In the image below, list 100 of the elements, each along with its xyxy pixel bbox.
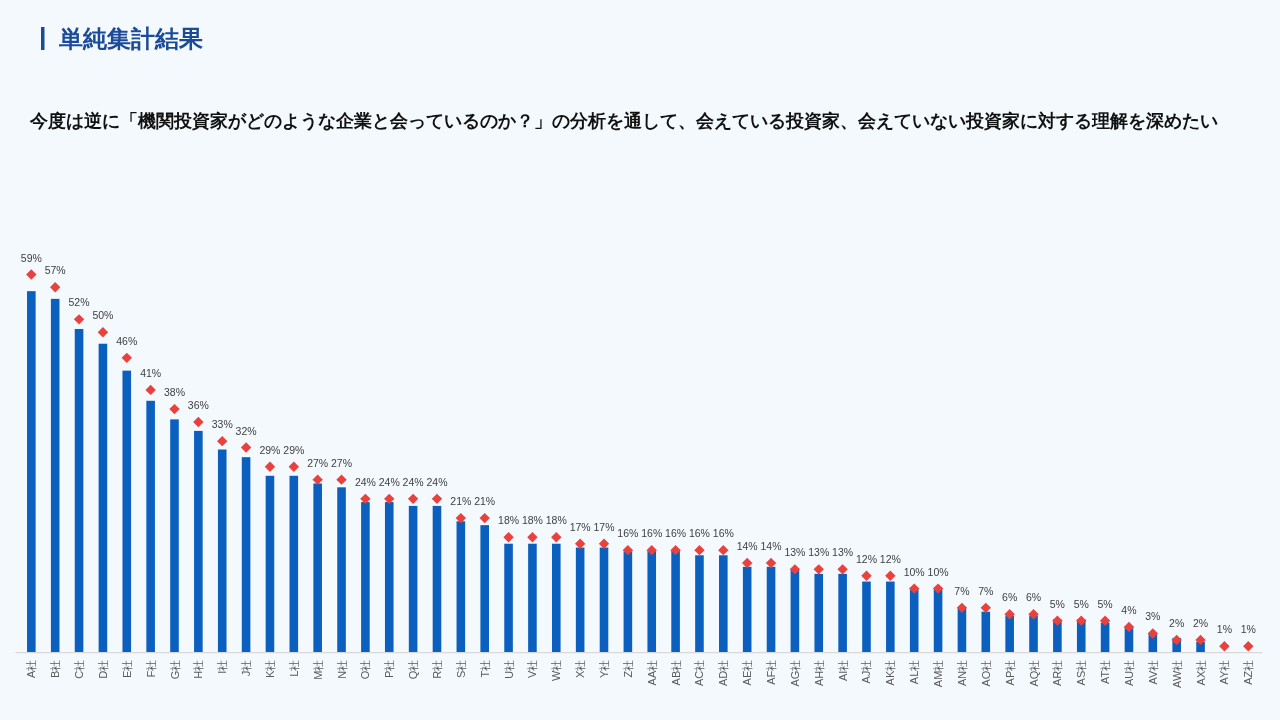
point bbox=[1004, 609, 1015, 620]
x-tick-label: AW社 bbox=[1170, 659, 1183, 689]
bar bbox=[528, 543, 537, 653]
bar bbox=[480, 525, 489, 653]
bar bbox=[599, 547, 609, 653]
data-label: 14% bbox=[760, 539, 782, 552]
x-tick-label: AS社 bbox=[1075, 659, 1088, 686]
data-label: 10% bbox=[903, 565, 925, 578]
bar bbox=[146, 400, 155, 653]
bar bbox=[1029, 615, 1038, 653]
x-tick-label: Q社 bbox=[407, 659, 420, 680]
x-tick-label: X社 bbox=[574, 659, 587, 679]
x-tick-label: S社 bbox=[454, 659, 467, 679]
point bbox=[455, 512, 467, 524]
point bbox=[980, 602, 991, 614]
x-tick-label: N社 bbox=[335, 659, 348, 679]
x-tick-label: G社 bbox=[168, 659, 181, 680]
x-tick-label: AL社 bbox=[908, 659, 921, 685]
data-label: 2% bbox=[1192, 616, 1209, 629]
data-label: 16% bbox=[712, 527, 734, 540]
x-tick-label: I社 bbox=[216, 659, 229, 674]
x-tick-label: B社 bbox=[49, 659, 62, 679]
bar bbox=[170, 419, 179, 653]
data-label: 24% bbox=[378, 475, 400, 488]
bar bbox=[1005, 615, 1014, 653]
data-label: 12% bbox=[879, 552, 901, 565]
data-label: 29% bbox=[283, 443, 305, 456]
data-label: 1% bbox=[1240, 623, 1256, 636]
point bbox=[384, 493, 395, 505]
point bbox=[1052, 615, 1063, 626]
bar bbox=[313, 483, 322, 653]
x-tick-label: AP社 bbox=[1003, 659, 1016, 686]
point bbox=[1219, 641, 1230, 652]
data-label: 16% bbox=[617, 527, 639, 540]
point bbox=[1076, 615, 1087, 626]
bar bbox=[408, 505, 418, 653]
point bbox=[885, 570, 896, 581]
x-tick-label: AJ社 bbox=[860, 659, 873, 684]
bar bbox=[98, 343, 108, 653]
data-label: 18% bbox=[521, 514, 543, 527]
x-tick-label: K社 bbox=[263, 659, 276, 679]
data-label: 5% bbox=[1097, 597, 1113, 610]
x-tick-label: H社 bbox=[192, 659, 205, 679]
point bbox=[26, 269, 37, 280]
data-label: 13% bbox=[808, 546, 830, 559]
data-label: 18% bbox=[498, 514, 520, 527]
point bbox=[789, 564, 801, 575]
x-tick-label: D社 bbox=[96, 659, 109, 679]
point bbox=[1028, 609, 1039, 620]
x-tick-label: AX社 bbox=[1194, 659, 1207, 686]
data-label: 41% bbox=[140, 366, 162, 379]
data-label: 3% bbox=[1145, 610, 1161, 623]
bar bbox=[886, 581, 895, 653]
bar bbox=[695, 555, 704, 653]
data-label: 32% bbox=[235, 424, 257, 437]
point bbox=[670, 544, 681, 556]
point bbox=[264, 461, 276, 473]
point bbox=[646, 544, 657, 556]
point bbox=[598, 538, 610, 549]
x-tick-label: E社 bbox=[120, 659, 133, 679]
x-tick-label: AU社 bbox=[1122, 659, 1135, 686]
x-tick-label: W社 bbox=[550, 659, 563, 682]
bar bbox=[217, 449, 227, 653]
bar bbox=[432, 505, 442, 653]
point bbox=[407, 493, 419, 505]
data-label: 27% bbox=[331, 456, 353, 469]
point bbox=[765, 557, 777, 569]
x-tick-label: J社 bbox=[240, 659, 253, 677]
point bbox=[1099, 615, 1111, 626]
point bbox=[169, 403, 180, 415]
data-label: 33% bbox=[211, 418, 233, 431]
point bbox=[909, 583, 920, 594]
point bbox=[97, 326, 109, 338]
x-tick-label: AA社 bbox=[645, 659, 658, 686]
bar bbox=[551, 543, 561, 653]
bar bbox=[647, 550, 657, 653]
point bbox=[49, 282, 61, 293]
point bbox=[336, 474, 347, 485]
data-label: 6% bbox=[1002, 591, 1018, 604]
data-label: 13% bbox=[832, 546, 854, 559]
point bbox=[837, 564, 848, 575]
data-label: 12% bbox=[855, 552, 877, 565]
point bbox=[956, 602, 968, 614]
point bbox=[932, 583, 944, 594]
point bbox=[217, 435, 228, 447]
x-tick-label: C社 bbox=[73, 659, 86, 679]
data-label: 5% bbox=[1073, 597, 1089, 610]
bar bbox=[456, 521, 466, 653]
point bbox=[813, 564, 824, 575]
bar bbox=[384, 502, 394, 653]
data-label: 38% bbox=[163, 386, 186, 399]
x-tick-label: AG社 bbox=[788, 659, 801, 687]
data-label: 24% bbox=[426, 475, 448, 488]
data-label: 16% bbox=[641, 527, 663, 540]
x-tick-label: AZ社 bbox=[1242, 659, 1255, 685]
bar bbox=[575, 547, 585, 653]
point bbox=[622, 544, 634, 556]
point bbox=[431, 493, 443, 505]
x-tick-label: O社 bbox=[359, 659, 372, 680]
point bbox=[479, 512, 490, 524]
